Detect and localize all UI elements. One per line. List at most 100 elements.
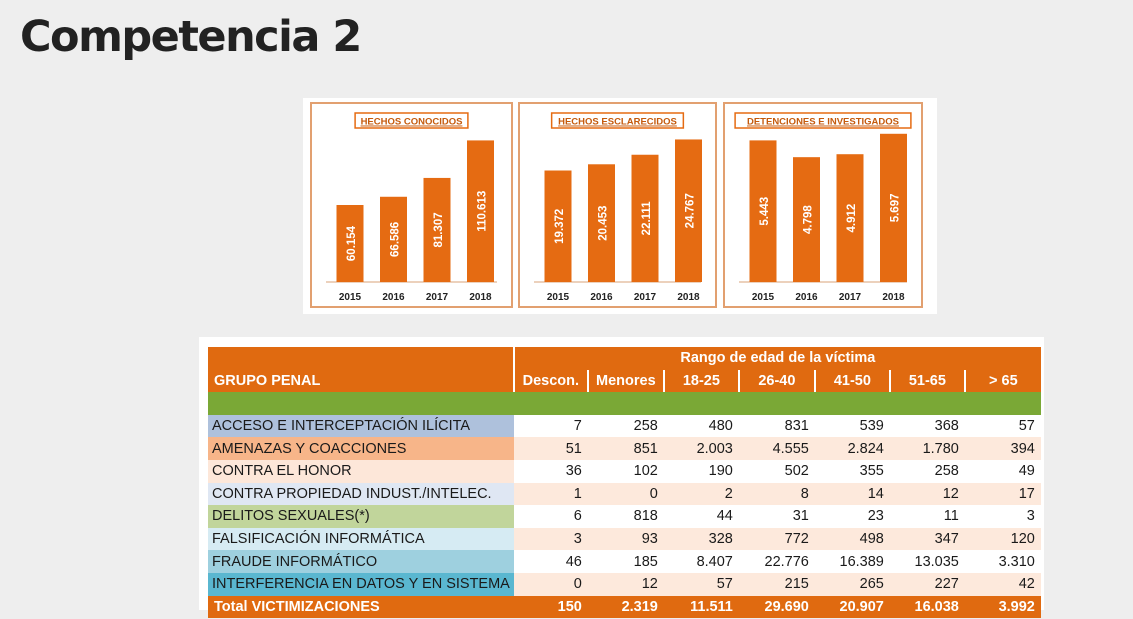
value-cell: 328 [663,527,739,551]
total-value-cell: 29.690 [738,595,815,619]
bar [588,164,615,282]
table-row: FALSIFICACIÓN INFORMÁTICA 3 93 328 772 498 347… [208,527,1041,551]
bar [467,140,494,282]
group-cell: CONTRA PROPIEDAD INDUST./INTELEC. [208,482,514,506]
bar-value-label: 4.912 [846,204,858,233]
value-cell: 1.780 [889,437,965,460]
bar-value-label: 24.767 [685,193,697,228]
group-cell: AMENAZAS Y COACCIONES [208,437,514,460]
total-value-cell: 3.992 [964,595,1041,619]
bar-value-label: 66.586 [390,222,402,257]
value-cell: 36 [513,459,588,483]
value-cell: 102 [587,459,664,483]
chart-hechos-esclarecidos: HECHOS ESCLARECIDOS 19.372 2015 20.453 2016 2… [518,102,717,308]
value-cell: 539 [814,414,890,438]
bar-value-label: 5.697 [890,194,902,223]
victims-table: Rango de edad de la víctima GRUPO PENAL … [208,347,1041,619]
value-cell: 4.555 [738,437,815,460]
x-tick-label: 2017 [839,292,862,303]
table-row: DELITOS SEXUALES(*) 6 818 44 31 23 11 3 [208,505,1041,528]
value-cell: 51 [513,437,588,460]
value-cell: 185 [587,550,664,573]
value-cell: 502 [738,459,815,483]
value-cell: 498 [814,527,890,551]
value-cell: 818 [587,505,664,528]
value-cell: 57 [663,572,739,596]
value-cell: 215 [738,572,815,596]
value-cell: 258 [889,459,965,483]
value-cell: 12 [587,572,664,596]
x-tick-label: 2016 [382,292,405,303]
group-cell: FALSIFICACIÓN INFORMÁTICA [208,527,514,551]
column-header: 51-65 [888,369,965,393]
chart-title: DETENCIONES E INVESTIGADOS [747,117,899,128]
bar [380,196,407,282]
value-cell: 13.035 [889,550,965,573]
value-cell: 265 [814,572,890,596]
chart-title: HECHOS ESCLARECIDOS [558,117,677,128]
table-row: INTERFERENCIA EN DATOS Y EN SISTEMA 0 12 57… [208,572,1041,596]
value-cell: 394 [964,437,1041,460]
value-cell: 49 [964,459,1041,483]
bar [544,170,572,282]
value-cell: 11 [889,505,965,528]
total-value-cell: 150 [513,595,588,619]
corner-cell [208,347,514,370]
value-cell: 851 [587,437,664,460]
table-row: CONTRA PROPIEDAD INDUST./INTELEC. 1 0 2 8 14 1… [208,482,1041,506]
bar [880,133,907,282]
value-cell: 57 [964,414,1041,438]
page-title: Competencia 2 [20,12,362,62]
chart-svg: HECHOS CONOCIDOS 60.154 2015 66.586 2016 81.3… [326,112,497,303]
chart-title: HECHOS CONOCIDOS [361,117,463,128]
group-cell: INTERFERENCIA EN DATOS Y EN SISTEMA [208,572,514,596]
value-cell: 8.407 [663,550,739,573]
range-header: Rango de edad de la víctima [512,347,1041,370]
x-tick-label: 2015 [547,292,570,303]
group-cell: FRAUDE INFORMÁTICO [208,550,514,573]
value-cell: 14 [814,482,890,506]
total-row: Total VICTIMIZACIONES 150 2.319 11.511 29.69… [208,595,1041,619]
value-cell: 31 [738,505,815,528]
bar [336,205,364,282]
chart-title-box [550,112,685,129]
bar [749,140,777,282]
column-header: Descon. [512,369,588,393]
table-row: CONTRA EL HONOR 36 102 190 502 355 258 49 [208,459,1041,483]
value-cell: 0 [587,482,664,506]
bar [675,139,702,282]
x-tick-label: 2016 [590,292,613,303]
bar [631,154,659,282]
x-tick-label: 2018 [677,292,700,303]
bar-value-label: 60.154 [346,225,358,261]
value-cell: 23 [814,505,890,528]
total-value-cell: 11.511 [663,595,739,619]
value-cell: 190 [663,459,739,483]
x-tick-label: 2015 [752,292,775,303]
x-tick-label: 2018 [469,292,492,303]
value-cell: 7 [513,414,588,438]
bar-value-label: 81.307 [433,212,445,247]
victims-table-panel: Rango de edad de la víctima GRUPO PENAL … [199,337,1044,619]
column-header: Menores [586,369,664,393]
value-cell: 368 [889,414,965,438]
value-cell: 93 [587,527,664,551]
value-cell: 3.310 [964,550,1041,573]
value-cell: 772 [738,527,815,551]
bar-value-label: 19.372 [554,209,566,244]
column-header: > 65 [963,369,1041,393]
chart-detenciones: DETENCIONES E INVESTIGADOS 5.443 2015 4.798… [723,102,923,308]
bar [793,157,820,282]
value-cell: 46 [513,550,588,573]
group-cell: ACCESO E INTERCEPTACIÓN ILÍCITA [208,414,514,438]
value-cell: 17 [964,482,1041,506]
value-cell: 44 [663,505,739,528]
x-tick-label: 2018 [882,292,905,303]
bar-value-label: 22.111 [641,201,653,236]
x-tick-label: 2016 [795,292,818,303]
group-cell: CONTRA EL HONOR [208,459,514,483]
column-header: 18-25 [662,369,739,393]
total-value-cell: 20.907 [814,595,890,619]
chart-hechos-conocidos: HECHOS CONOCIDOS 60.154 2015 66.586 2016 81.3… [310,102,513,308]
bar-value-label: 4.798 [803,205,815,234]
